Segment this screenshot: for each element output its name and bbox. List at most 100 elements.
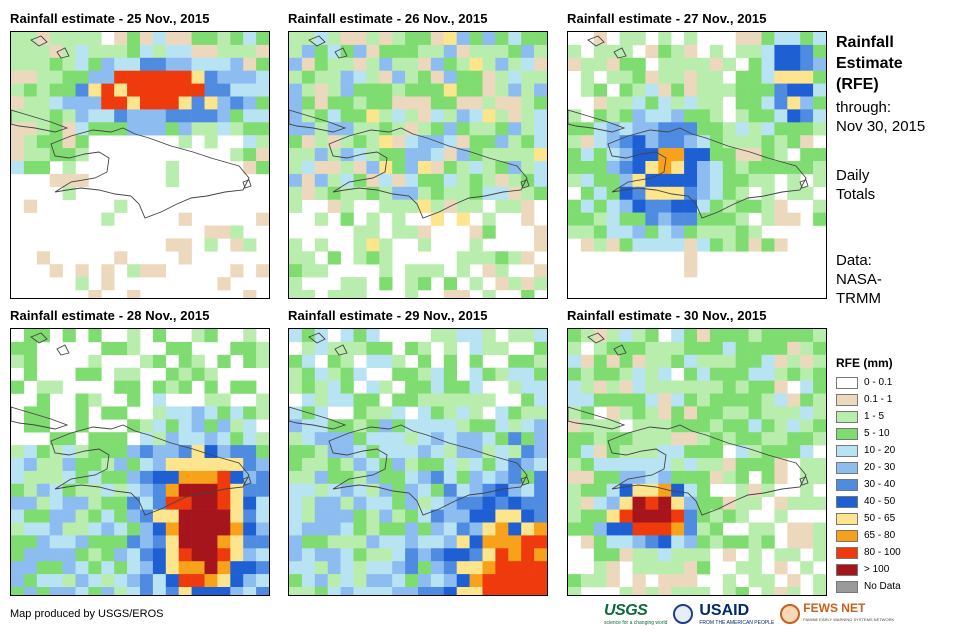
rainfall-cell [289, 70, 303, 84]
rainfall-cell [204, 470, 218, 485]
rainfall-cell [495, 57, 509, 71]
rainfall-cell [606, 199, 620, 213]
rainfall-cell [23, 148, 38, 162]
rainfall-cell [114, 44, 128, 59]
rainfall-cell [684, 57, 698, 71]
rainfall-cell [314, 212, 328, 226]
rainfall-cell [606, 393, 620, 407]
rainfall-cell [366, 251, 380, 265]
rainfall-cell [379, 470, 393, 485]
rainfall-cell [619, 96, 633, 110]
rainfall-cell [443, 329, 457, 343]
rainfall-cell [787, 109, 801, 123]
rainfall-cell [178, 419, 192, 433]
rainfall-cell [619, 109, 633, 123]
rainfall-cell [813, 161, 826, 175]
rainfall-cell [593, 83, 607, 97]
rainfall-cell [787, 522, 801, 536]
rainfall-cell [568, 341, 582, 356]
rainfall-cell [178, 96, 192, 110]
rainfall-cell [534, 367, 547, 381]
rainfall-cell [697, 109, 711, 123]
rainfall-cell [787, 212, 801, 226]
rainfall-cell [230, 44, 244, 59]
rainfall-cell [178, 509, 192, 523]
rainfall-cell [697, 186, 711, 200]
usgs-logo: USGS science for a changing world [604, 602, 667, 626]
rainfall-cell [88, 587, 102, 595]
rainfall-cell [379, 548, 393, 562]
rainfall-cell [813, 96, 826, 110]
rainfall-cell [327, 57, 341, 71]
rainfall-cell [534, 148, 547, 162]
rainfall-cell [353, 548, 367, 562]
rainfall-cell [392, 32, 406, 46]
usaid-logo-text: USAID [699, 602, 750, 619]
rainfall-cell [243, 458, 257, 472]
rainfall-cell [748, 44, 762, 59]
rainfall-cell [619, 57, 633, 71]
rainfall-cell [495, 470, 509, 485]
rainfall-cell [469, 458, 483, 472]
rainfall-cell [443, 509, 457, 523]
rainfall-cell [800, 561, 814, 575]
rainfall-cell [289, 148, 303, 162]
rainfall-cell [49, 32, 63, 46]
rainfall-cell [140, 522, 154, 536]
rainfall-cell [632, 548, 646, 562]
rainfall-cell [353, 251, 367, 265]
rainfall-cell [405, 44, 419, 59]
rainfall-cell [508, 32, 522, 46]
rainfall-cell [709, 329, 724, 343]
rainfall-cell [521, 458, 535, 472]
rainfall-cell [697, 548, 711, 562]
rainfall-cell [722, 122, 736, 136]
rainfall-cell [658, 419, 672, 433]
rainfall-cell [114, 83, 128, 97]
rainfall-cell [658, 483, 672, 497]
rainfall-cell [204, 32, 218, 46]
rainfall-cell [353, 522, 367, 536]
rainfall-grid [568, 32, 826, 278]
rainfall-cell [289, 161, 303, 175]
rainfall-cell [761, 329, 775, 343]
rainfall-cell [152, 44, 167, 59]
rainfall-cell [521, 587, 535, 595]
rainfall-cell [88, 109, 102, 123]
rainfall-cell [813, 587, 826, 595]
rainfall-cell [392, 393, 406, 407]
rainfall-cell [495, 173, 509, 188]
rainfall-cell [75, 135, 89, 149]
rainfall-cell [813, 367, 826, 381]
rainfall-cell [23, 161, 38, 175]
rainfall-cell [353, 83, 367, 97]
rainfall-cell [443, 122, 457, 136]
rainfall-cell [301, 535, 316, 549]
rainfall-cell [568, 199, 582, 213]
rainfall-cell [353, 96, 367, 110]
rainfall-cell [204, 83, 218, 97]
rainfall-cell [593, 445, 607, 459]
rainfall-cell [684, 70, 698, 84]
rainfall-cell [482, 367, 496, 381]
rainfall-cell [469, 109, 483, 123]
rainfall-cell [11, 161, 25, 175]
rainfall-cell [684, 406, 698, 420]
rainfall-cell [140, 122, 154, 136]
rainfall-cell [418, 109, 432, 123]
rainfall-cell [658, 44, 672, 59]
rainfall-cell [314, 445, 328, 459]
rainfall-cell [36, 44, 50, 59]
rainfall-cell [632, 561, 646, 575]
rainfall-cell [217, 509, 231, 523]
rainfall-cell [521, 522, 535, 536]
rainfall-cell [379, 496, 393, 510]
rainfall-cell [748, 225, 762, 239]
rainfall-cell [301, 458, 316, 472]
rainfall-cell [684, 251, 698, 265]
rainfall-cell [340, 329, 354, 343]
rainfall-cell [813, 199, 826, 213]
rainfall-cell [443, 44, 457, 59]
rainfall-cell [140, 32, 154, 46]
rainfall-cell [495, 341, 509, 356]
